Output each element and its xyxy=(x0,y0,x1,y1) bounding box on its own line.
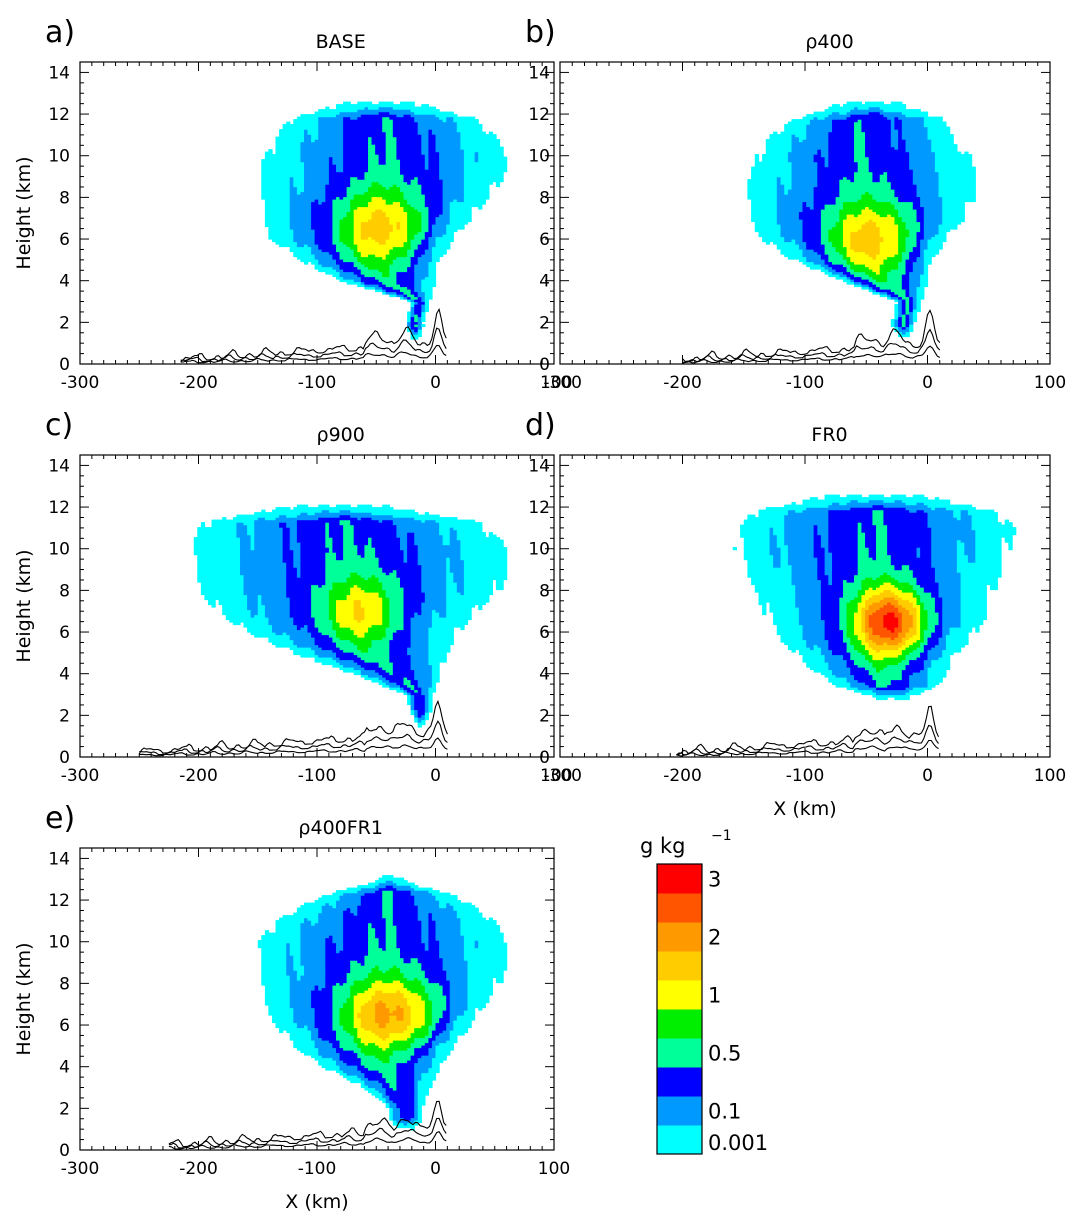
x-tick-label: -200 xyxy=(179,373,218,393)
cloud-cell xyxy=(276,137,280,140)
cloud-cell xyxy=(268,149,272,152)
cloud-cell xyxy=(478,124,482,127)
cloud-cell xyxy=(464,117,468,120)
cloud-cell xyxy=(894,304,898,307)
cloud-cell xyxy=(396,104,400,107)
cloud-cell xyxy=(340,104,344,107)
panel-letter: a) xyxy=(45,15,75,50)
cloud-cell xyxy=(411,102,415,105)
y-tick-label: 2 xyxy=(59,313,70,333)
cloud-cell xyxy=(389,102,393,105)
cloud-cell xyxy=(361,102,365,105)
x-tick-label: 0 xyxy=(430,373,441,393)
cloud-cell xyxy=(308,114,312,117)
cloud-cell xyxy=(386,102,390,105)
cloud-cell xyxy=(432,107,436,110)
y-tick-label: 12 xyxy=(48,105,70,125)
cloud-cell xyxy=(404,102,408,105)
cloud-cell xyxy=(475,119,479,122)
cloud-cell xyxy=(354,104,358,107)
cloud-cell xyxy=(443,112,447,115)
panel-title: BASE xyxy=(316,31,366,53)
cloud-cell xyxy=(322,109,326,112)
x-tick-label: -100 xyxy=(298,373,337,393)
y-tick-label: 4 xyxy=(59,272,70,292)
cloud-cell xyxy=(300,114,304,117)
cloud-cell xyxy=(453,114,457,117)
cloud-cell xyxy=(471,117,475,120)
cloud-cell xyxy=(347,102,351,105)
y-tick-label: 0 xyxy=(59,355,70,375)
cloud-cell xyxy=(283,124,287,127)
cloud-cell xyxy=(364,102,368,105)
cloud-cell xyxy=(500,147,504,150)
cloud-cell xyxy=(293,119,297,122)
y-tick-label: 10 xyxy=(48,147,70,167)
cloud-cell xyxy=(379,102,383,105)
x-tick-label: -300 xyxy=(61,373,100,393)
cloud-cell xyxy=(332,109,336,112)
cloud-cell xyxy=(421,324,425,327)
cloud-cell xyxy=(489,132,493,135)
y-tick-label: 14 xyxy=(48,63,70,83)
cloud-cell xyxy=(325,107,329,110)
cloud-cell xyxy=(286,122,290,125)
y-axis-label: Height (km) xyxy=(13,156,35,269)
y-tick-label: 6 xyxy=(59,230,70,250)
cloud-cell xyxy=(492,134,496,137)
cloud-cell xyxy=(261,159,265,162)
cloud-cell xyxy=(425,104,429,107)
cloud-cell xyxy=(315,112,319,115)
y-tick-label: 8 xyxy=(59,188,70,208)
cloud-cell xyxy=(418,107,422,110)
cloud-cell xyxy=(368,102,372,105)
cloud-cell xyxy=(436,109,440,112)
cloud-cell xyxy=(450,112,454,115)
